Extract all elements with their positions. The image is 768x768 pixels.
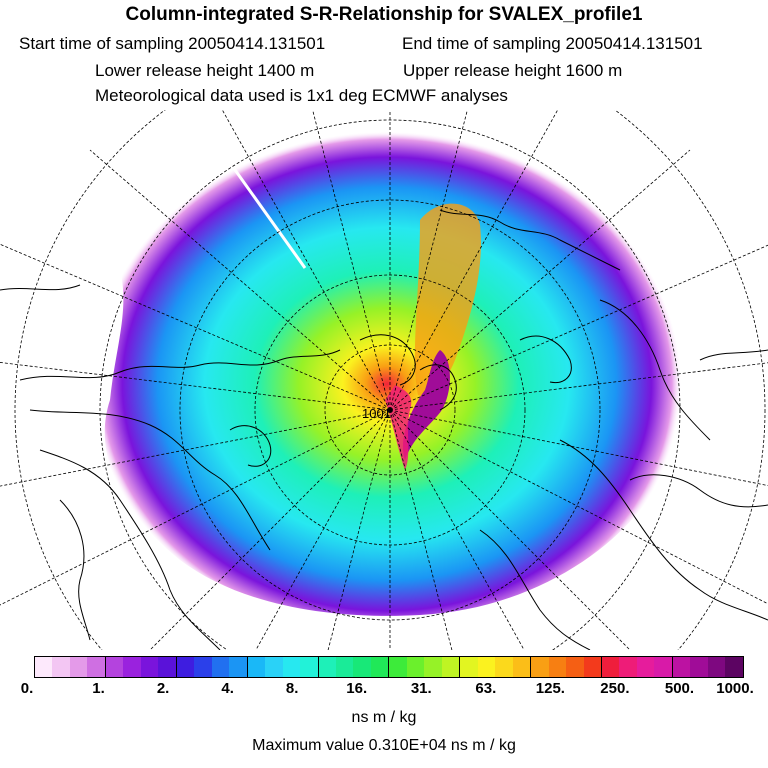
- colorbar-swatch: [477, 657, 496, 677]
- trajectory-streak: [196, 117, 307, 269]
- colorbar-swatch: [87, 657, 106, 677]
- colorbar-tick-label: 1000.: [716, 680, 754, 697]
- colorbar-swatch: [318, 657, 336, 677]
- colorbar-swatch: [69, 657, 88, 677]
- polar-map: 1001: [0, 110, 768, 650]
- colorbar-tick-label: 125.: [535, 680, 565, 697]
- colorbar-tick-label: 16.: [346, 680, 368, 697]
- colorbar-swatch: [619, 657, 637, 677]
- colorbar-swatch: [389, 657, 407, 677]
- colorbar-tick-label: 4.: [221, 680, 234, 697]
- plume-core-south: [385, 385, 412, 470]
- colorbar-tick-label: 500.: [664, 680, 695, 697]
- colorbar-swatch: [211, 657, 230, 677]
- colorbar-swatch: [194, 657, 212, 677]
- units-label: ns m / kg: [351, 709, 417, 726]
- colorbar-swatch: [672, 657, 691, 677]
- colorbar-swatch: [176, 657, 195, 677]
- met-data-source: Meteorological data used is 1x1 deg ECMW…: [95, 86, 508, 105]
- colorbar-swatch: [158, 657, 177, 677]
- colorbar-swatch: [140, 657, 159, 677]
- colorbar-swatch: [566, 657, 584, 677]
- colorbar-swatch: [602, 657, 620, 677]
- colorbar-tick-label: 31.: [410, 680, 432, 697]
- max-value-label: Maximum value 0.310E+04 ns m / kg: [252, 737, 516, 754]
- northeast-plume-arm: [414, 203, 481, 396]
- colorbar-swatch: [247, 657, 266, 677]
- colorbar-swatch: [636, 657, 655, 677]
- colorbar-tick-label: 2.: [156, 680, 170, 697]
- colorbar-swatch: [654, 657, 673, 677]
- colorbar-swatch: [123, 657, 141, 677]
- colorbar-swatch: [424, 657, 442, 677]
- colorbar: [34, 656, 744, 678]
- upper-release-height: Upper release height 1600 m: [403, 61, 623, 80]
- colorbar-swatch: [583, 657, 602, 677]
- colorbar-swatch: [52, 657, 70, 677]
- colorbar-tick-label: 0.: [20, 680, 34, 697]
- colorbar-swatch: [300, 657, 319, 677]
- colorbar-tick-label: 63.: [475, 680, 497, 697]
- release-site-label: 1001: [362, 406, 391, 421]
- colorbar-swatch: [406, 657, 425, 677]
- colorbar-swatch: [707, 657, 726, 677]
- colorbar-swatch: [35, 657, 53, 677]
- colorbar-swatch: [531, 657, 549, 677]
- colorbar-swatch: [353, 657, 371, 677]
- colorbar-swatch: [441, 657, 461, 677]
- colorbar-swatch: [282, 657, 301, 677]
- lower-release-height: Lower release height 1400 m: [95, 61, 315, 80]
- end-time: End time of sampling 20050414.131501: [402, 34, 703, 53]
- colorbar-swatch: [105, 657, 124, 677]
- plot-title: Column-integrated S-R-Relationship for S…: [125, 4, 643, 25]
- colorbar-swatch: [460, 657, 478, 677]
- colorbar-swatch: [229, 657, 248, 677]
- colorbar-swatch: [495, 657, 513, 677]
- colorbar-swatch: [725, 657, 743, 677]
- colorbar-swatch: [690, 657, 708, 677]
- colorbar-tick-label: 8.: [285, 680, 299, 697]
- concentration-field: [104, 111, 693, 616]
- colorbar-swatch: [512, 657, 532, 677]
- colorbar-swatch: [548, 657, 567, 677]
- colorbar-swatch: [335, 657, 354, 677]
- colorbar-tick-label: 1.: [92, 680, 105, 697]
- plume-core: [402, 350, 450, 460]
- colorbar-swatch: [370, 657, 390, 677]
- colorbar-swatch: [265, 657, 283, 677]
- colorbar-tick-label: 250.: [600, 680, 630, 697]
- start-time: Start time of sampling 20050414.131501: [19, 34, 326, 53]
- coastlines: [0, 209, 768, 650]
